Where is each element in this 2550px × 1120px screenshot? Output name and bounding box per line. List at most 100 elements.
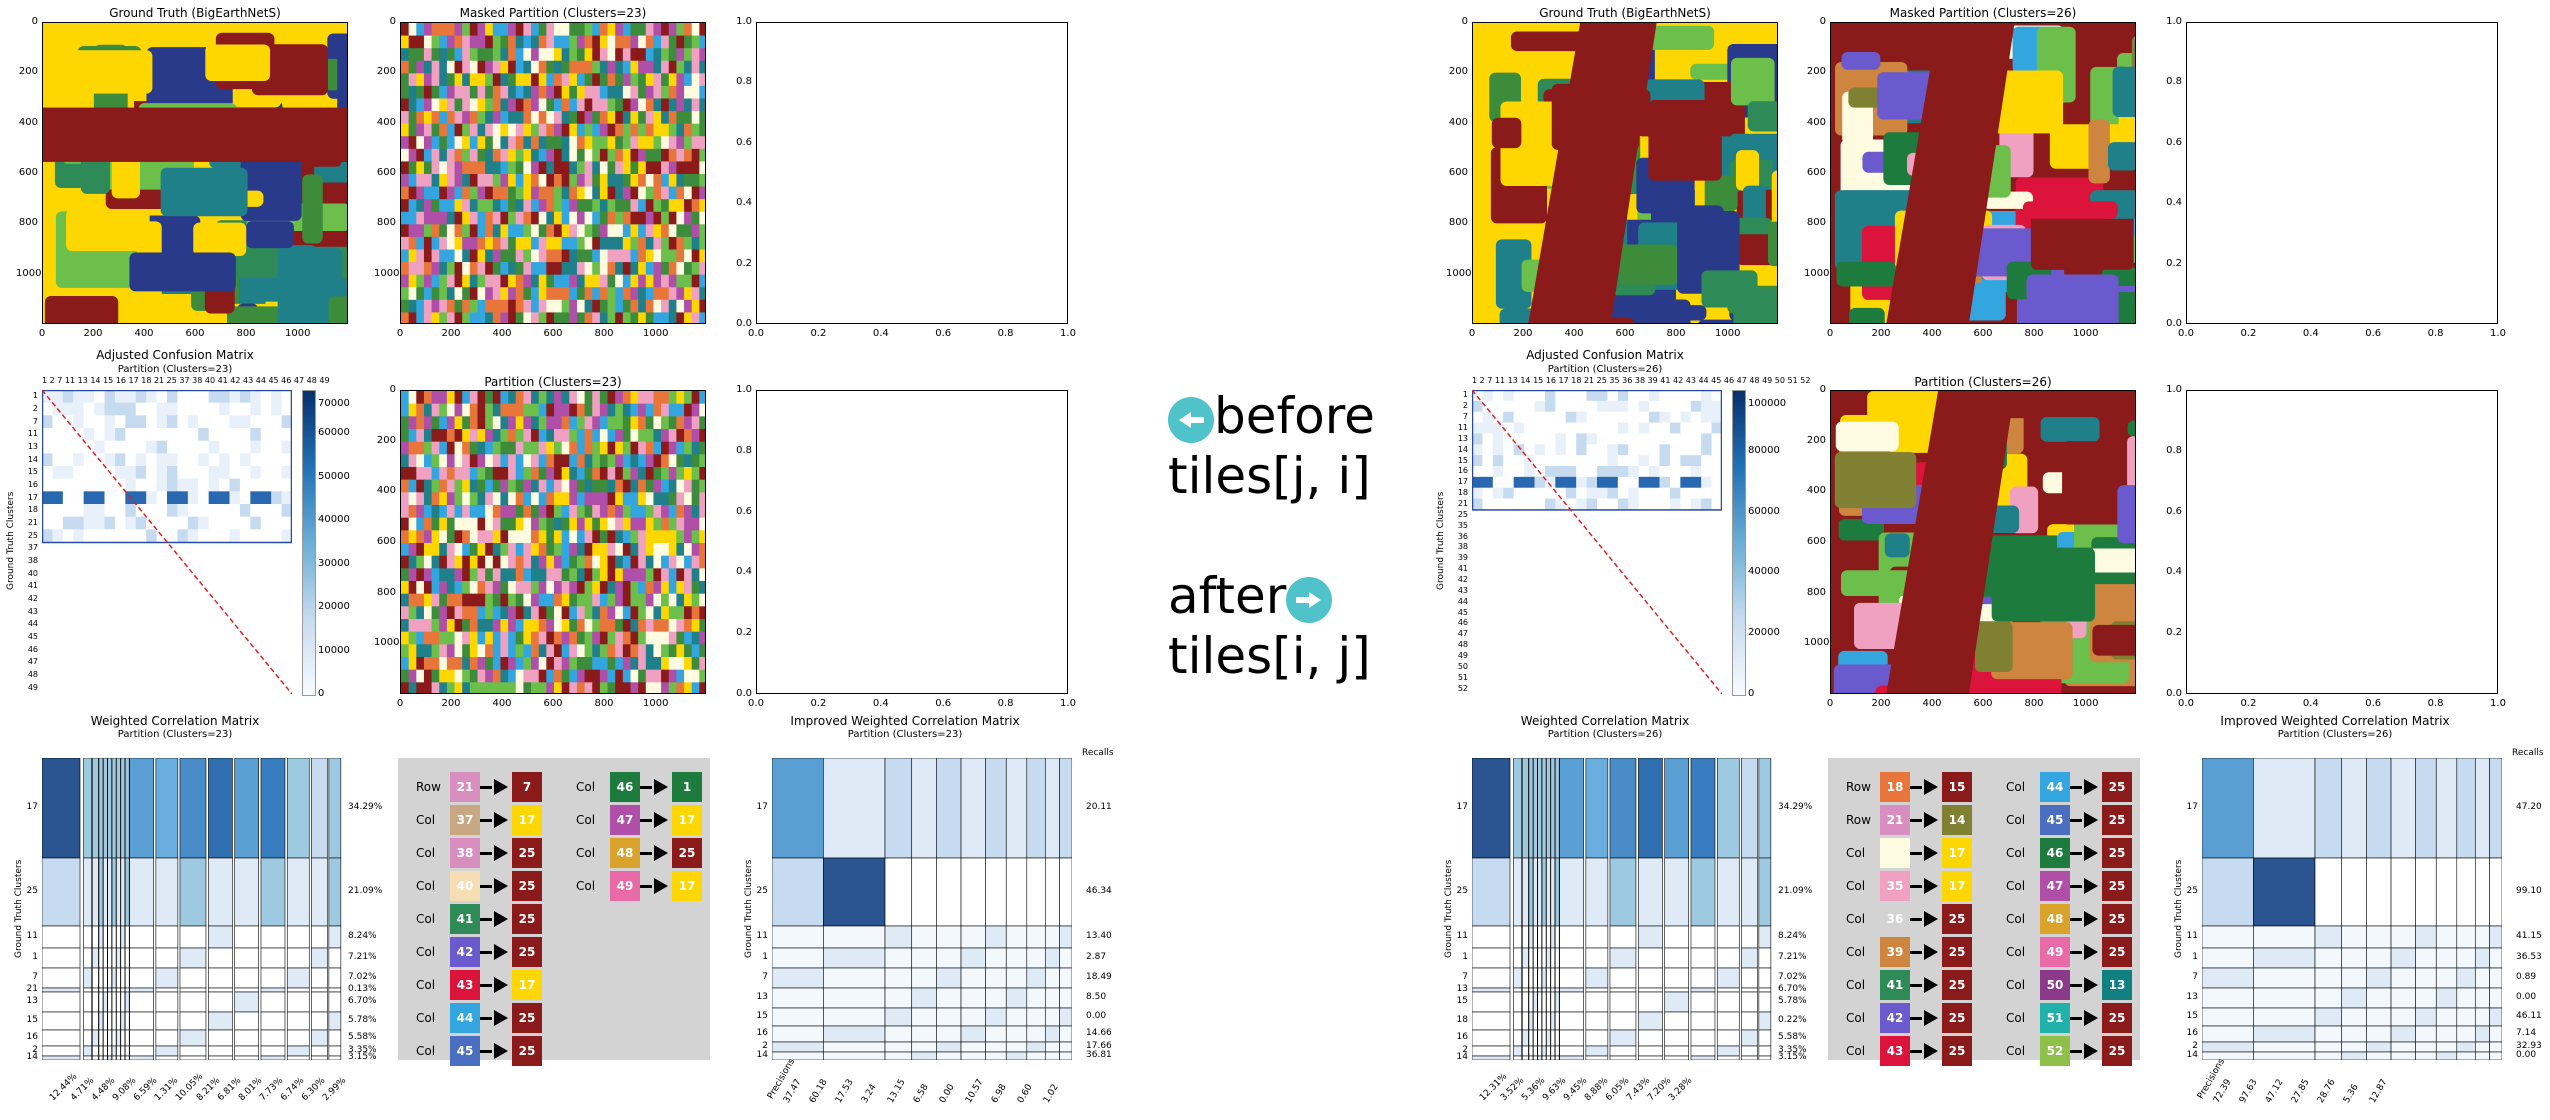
conf-cell <box>198 516 210 530</box>
wcm-cell <box>208 925 233 949</box>
conf-cell <box>1669 433 1681 445</box>
conf-cell <box>1503 498 1515 510</box>
conf-cell <box>1607 487 1619 500</box>
iwcm-recall: 0.00 <box>1086 1011 1107 1021</box>
conf-cell <box>1690 466 1702 478</box>
iwcm-cell <box>2202 925 2254 949</box>
legend-source-swatch: 47 <box>2040 871 2070 901</box>
conf-cell <box>1711 487 1722 500</box>
arrow-right-icon <box>494 944 508 960</box>
iwcm-cell <box>2341 1025 2367 1043</box>
conf-cell <box>260 478 272 492</box>
gt-xtick: 1000 <box>1715 328 1741 339</box>
legend-row: Col 46 25 <box>2006 836 2132 870</box>
mid-xtick: 0.0 <box>748 698 764 709</box>
wcm-cell <box>286 1045 310 1057</box>
wcm-cell <box>83 967 92 989</box>
wcm-cell <box>234 967 260 989</box>
iwcm-cell <box>2314 947 2343 969</box>
legend-target-swatch: 15 <box>1942 772 1972 802</box>
part-ytick: 400 <box>1806 485 1826 497</box>
iwcm-cell <box>1026 857 1046 927</box>
conf-cell <box>1628 444 1640 456</box>
conf-row-label: 17 <box>27 492 38 502</box>
wcm-cell <box>92 1029 99 1047</box>
wcm-cell <box>286 991 310 1013</box>
conf-cell <box>1680 498 1692 510</box>
wcm-cell <box>155 967 179 989</box>
wcm-cell <box>92 1045 99 1057</box>
wcm-cell <box>107 991 112 1013</box>
conf-cell <box>1544 455 1556 467</box>
conf-cell <box>1617 444 1629 456</box>
conf-row-label: 13 <box>27 442 38 451</box>
wcm-cell <box>42 1055 81 1060</box>
conf-cell <box>104 415 116 429</box>
legend-arrow-stem <box>1910 785 1922 789</box>
conf-cell <box>177 453 189 467</box>
conf-cell <box>229 453 241 467</box>
conf-row-label: 41 <box>1457 564 1468 574</box>
iwcm-cell <box>1059 1041 1072 1053</box>
arrow-right-icon <box>2084 911 2098 927</box>
iwcm-row-label: 17 <box>756 802 768 812</box>
iwcm-cell <box>1026 1025 1046 1043</box>
conf-cell <box>271 440 283 454</box>
legend-arrow-stem <box>480 818 492 822</box>
conf-cell <box>1492 444 1504 456</box>
legend-target-swatch: 17 <box>672 871 702 901</box>
wcm-cell <box>260 758 286 859</box>
wcm-cell <box>286 1055 310 1060</box>
conf-row-label: 1 <box>1462 390 1468 400</box>
iwcm-cell <box>2314 1041 2343 1053</box>
conf-cell <box>1544 411 1556 424</box>
conf-cell <box>1524 487 1535 500</box>
iwcm-cell <box>2489 857 2502 927</box>
conf-cell <box>83 415 95 429</box>
recalls-label: Recalls <box>1082 748 1114 758</box>
iwcm-recall: 8.50 <box>1086 992 1107 1002</box>
conf-cell <box>1534 487 1546 500</box>
conf-cell <box>1617 466 1629 478</box>
conf-cell <box>1555 466 1567 478</box>
wcm-cell <box>116 947 121 969</box>
wcm-cell <box>116 1045 121 1057</box>
wcm-cell <box>1546 991 1551 1013</box>
conf-cell <box>229 390 241 404</box>
conf-cell <box>1690 487 1702 500</box>
legend-arrow-stem <box>480 1016 492 1020</box>
wcm-cell <box>1758 1055 1772 1060</box>
wcm-cell <box>208 967 233 989</box>
wcm-cell <box>234 947 260 969</box>
iwcm-cell <box>823 947 886 969</box>
wcm-cell <box>1690 758 1716 859</box>
wcm-cell <box>208 1055 233 1060</box>
iwcm-cell <box>2489 967 2502 989</box>
gt-title: Ground Truth (BigEarthNetS) <box>1539 6 1711 20</box>
legend-target-swatch: 17 <box>1942 871 1972 901</box>
legend-axis-label: Col <box>416 879 436 893</box>
legend-source-swatch: 44 <box>450 1003 480 1033</box>
wcm-cell <box>1609 1045 1637 1057</box>
conf-cell <box>1701 476 1713 489</box>
wcm-cell <box>208 758 233 859</box>
top-xtick: 0.4 <box>872 328 889 339</box>
iwcm-cell <box>936 1025 962 1043</box>
conf-cell <box>1513 400 1525 413</box>
legend-row: Col 49 25 <box>2006 935 2132 969</box>
mid-ytick: 0.0 <box>2166 688 2182 699</box>
wcm-cell <box>1638 991 1663 1013</box>
conf-cell <box>83 491 95 505</box>
conf-cell <box>52 504 64 518</box>
legend-axis-label: Col <box>416 1011 436 1025</box>
conf-cell <box>250 415 262 429</box>
wcm-cell <box>129 1029 154 1047</box>
conf-cell <box>42 402 53 416</box>
conf-cell <box>1607 390 1619 402</box>
conf-cell <box>42 516 53 530</box>
iwcm-cell <box>2474 1007 2490 1027</box>
conf-cell <box>62 453 74 467</box>
wcm-cell <box>1758 857 1772 927</box>
conf-cell <box>135 453 147 467</box>
conf-cell <box>208 428 220 442</box>
